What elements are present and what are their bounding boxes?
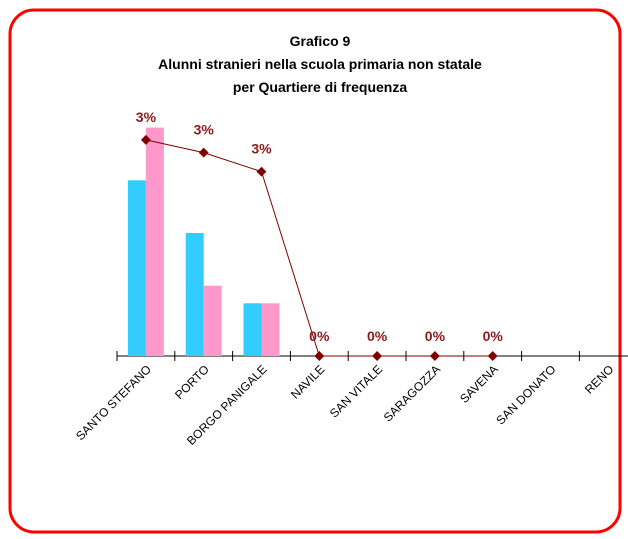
chart-title: Alunni stranieri nella scuola primaria n… (158, 56, 482, 72)
data-label: 3% (251, 141, 272, 157)
bar (261, 303, 280, 356)
data-label: 0% (367, 328, 388, 344)
chart-title: Grafico 9 (290, 33, 351, 49)
data-label: 3% (136, 109, 157, 125)
line-marker (314, 351, 325, 361)
line-marker (256, 166, 267, 177)
bar (145, 127, 164, 356)
bar (243, 303, 262, 356)
data-label: 3% (194, 122, 215, 138)
line-marker (198, 147, 209, 158)
bar (127, 180, 146, 356)
data-label: 0% (483, 328, 504, 344)
data-label: 0% (309, 328, 330, 344)
chart-title: per Quartiere di frequenza (233, 79, 407, 95)
bar (203, 285, 222, 356)
data-label: 0% (425, 328, 446, 344)
line-marker (372, 351, 383, 361)
bar (185, 233, 204, 356)
line-marker (429, 351, 440, 361)
line-marker (487, 351, 498, 361)
